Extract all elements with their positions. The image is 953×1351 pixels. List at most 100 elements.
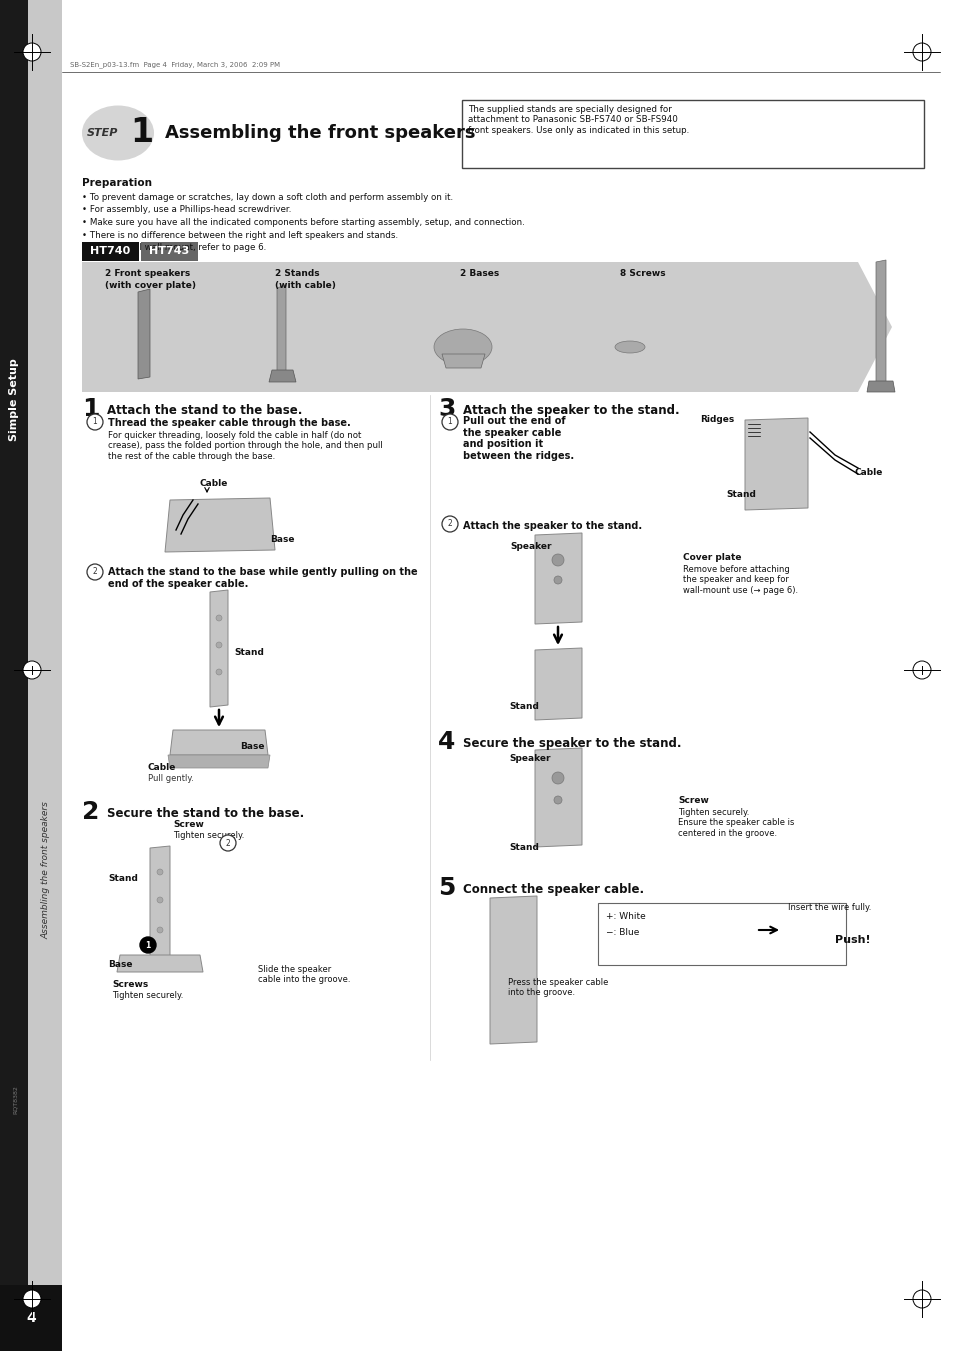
Text: Secure the stand to the base.: Secure the stand to the base. bbox=[107, 807, 304, 820]
Text: 5: 5 bbox=[437, 875, 455, 900]
Text: Pull gently.: Pull gently. bbox=[148, 774, 193, 784]
Polygon shape bbox=[875, 259, 885, 386]
Circle shape bbox=[554, 796, 561, 804]
Text: Insert the wire fully.: Insert the wire fully. bbox=[787, 902, 870, 912]
Polygon shape bbox=[269, 370, 295, 382]
Text: Remove before attaching
the speaker and keep for
wall-mount use (→ page 6).: Remove before attaching the speaker and … bbox=[682, 565, 798, 594]
Text: Connect the speaker cable.: Connect the speaker cable. bbox=[462, 884, 643, 896]
Text: Base: Base bbox=[108, 961, 132, 969]
Text: STEP: STEP bbox=[87, 128, 118, 138]
Text: +: White: +: White bbox=[605, 912, 645, 921]
Text: HT743: HT743 bbox=[149, 246, 189, 255]
Text: Cable: Cable bbox=[854, 467, 882, 477]
Text: Stand: Stand bbox=[509, 843, 538, 852]
Polygon shape bbox=[170, 730, 268, 755]
Polygon shape bbox=[138, 289, 150, 380]
Polygon shape bbox=[535, 748, 581, 847]
Text: Stand: Stand bbox=[108, 874, 138, 884]
Text: (with cover plate): (with cover plate) bbox=[105, 281, 195, 290]
Text: • For assembly, use a Phillips-head screwdriver.: • For assembly, use a Phillips-head scre… bbox=[82, 205, 291, 215]
Ellipse shape bbox=[615, 340, 644, 353]
Circle shape bbox=[215, 642, 222, 648]
Text: Base: Base bbox=[240, 742, 264, 751]
Circle shape bbox=[23, 1290, 41, 1308]
Text: Slide the speaker
cable into the groove.: Slide the speaker cable into the groove. bbox=[257, 965, 350, 985]
Text: Thread the speaker cable through the base.: Thread the speaker cable through the bas… bbox=[108, 417, 351, 428]
Text: • For optional wall mount, refer to page 6.: • For optional wall mount, refer to page… bbox=[82, 243, 266, 253]
Circle shape bbox=[912, 661, 930, 680]
FancyBboxPatch shape bbox=[0, 1285, 62, 1351]
Text: 2: 2 bbox=[92, 567, 97, 577]
Text: Tighten securely.: Tighten securely. bbox=[112, 992, 183, 1000]
Text: 4: 4 bbox=[26, 1310, 36, 1325]
Text: Pull out the end of
the speaker cable
and position it
between the ridges.: Pull out the end of the speaker cable an… bbox=[462, 416, 574, 461]
Text: Cable: Cable bbox=[148, 763, 176, 771]
Text: 1: 1 bbox=[447, 417, 452, 427]
Circle shape bbox=[552, 771, 563, 784]
Text: RQT8382: RQT8382 bbox=[12, 1086, 17, 1115]
FancyBboxPatch shape bbox=[141, 242, 198, 261]
FancyBboxPatch shape bbox=[28, 0, 62, 1351]
Ellipse shape bbox=[82, 105, 153, 161]
Text: • To prevent damage or scratches, lay down a soft cloth and perform assembly on : • To prevent damage or scratches, lay do… bbox=[82, 193, 453, 203]
Text: Attach the speaker to the stand.: Attach the speaker to the stand. bbox=[462, 521, 641, 531]
Polygon shape bbox=[744, 417, 807, 509]
Text: Cover plate: Cover plate bbox=[682, 553, 740, 562]
Text: Assembling the front speakers: Assembling the front speakers bbox=[42, 801, 51, 939]
Text: For quicker threading, loosely fold the cable in half (do not
crease), pass the : For quicker threading, loosely fold the … bbox=[108, 431, 382, 461]
Circle shape bbox=[441, 516, 457, 532]
Text: The supplied stands are specially designed for
attachment to Panasonic SB-FS740 : The supplied stands are specially design… bbox=[468, 105, 688, 135]
Polygon shape bbox=[82, 262, 891, 392]
Circle shape bbox=[552, 554, 563, 566]
Text: 4: 4 bbox=[437, 730, 455, 754]
Circle shape bbox=[912, 1290, 930, 1308]
Text: Assembling the front speakers: Assembling the front speakers bbox=[165, 124, 475, 142]
FancyBboxPatch shape bbox=[82, 242, 139, 261]
Circle shape bbox=[87, 413, 103, 430]
Circle shape bbox=[87, 563, 103, 580]
Polygon shape bbox=[150, 846, 170, 959]
Text: 2: 2 bbox=[226, 839, 230, 847]
Text: 2 Front speakers: 2 Front speakers bbox=[105, 269, 190, 278]
Text: Attach the stand to the base while gently pulling on the
end of the speaker cabl: Attach the stand to the base while gentl… bbox=[108, 567, 417, 589]
Polygon shape bbox=[168, 755, 270, 767]
Text: 2: 2 bbox=[447, 520, 452, 528]
Text: SB-S2En_p03-13.fm  Page 4  Friday, March 3, 2006  2:09 PM: SB-S2En_p03-13.fm Page 4 Friday, March 3… bbox=[70, 62, 280, 69]
Text: Stand: Stand bbox=[233, 648, 264, 657]
Text: 8 Screws: 8 Screws bbox=[619, 269, 665, 278]
Text: (with cable): (with cable) bbox=[274, 281, 335, 290]
Text: Press the speaker cable
into the groove.: Press the speaker cable into the groove. bbox=[507, 978, 608, 997]
Ellipse shape bbox=[434, 330, 492, 365]
Circle shape bbox=[157, 897, 163, 902]
Polygon shape bbox=[117, 955, 203, 971]
Circle shape bbox=[23, 43, 41, 61]
Text: Speaker: Speaker bbox=[509, 754, 550, 763]
Text: Screw: Screw bbox=[172, 820, 204, 830]
Text: • There is no difference between the right and left speakers and stands.: • There is no difference between the rig… bbox=[82, 231, 397, 239]
Text: 2 Bases: 2 Bases bbox=[459, 269, 498, 278]
Text: Screws: Screws bbox=[112, 979, 148, 989]
Text: −: Blue: −: Blue bbox=[605, 928, 639, 938]
Text: 1: 1 bbox=[92, 417, 97, 427]
Text: Ridges: Ridges bbox=[700, 415, 734, 424]
FancyBboxPatch shape bbox=[461, 100, 923, 168]
Text: Cable: Cable bbox=[200, 480, 228, 488]
Text: Attach the speaker to the stand.: Attach the speaker to the stand. bbox=[462, 404, 679, 417]
Text: 1: 1 bbox=[130, 116, 153, 150]
Text: Base: Base bbox=[270, 535, 294, 544]
Circle shape bbox=[215, 669, 222, 676]
Text: Stand: Stand bbox=[725, 490, 755, 499]
Text: Attach the stand to the base.: Attach the stand to the base. bbox=[107, 404, 302, 417]
Text: Screw: Screw bbox=[678, 796, 708, 805]
Text: Tighten securely.: Tighten securely. bbox=[172, 831, 244, 840]
Polygon shape bbox=[535, 648, 581, 720]
Circle shape bbox=[912, 43, 930, 61]
Polygon shape bbox=[866, 381, 894, 392]
Polygon shape bbox=[276, 285, 286, 374]
Circle shape bbox=[554, 576, 561, 584]
Circle shape bbox=[23, 661, 41, 680]
Circle shape bbox=[220, 835, 235, 851]
Text: • Make sure you have all the indicated components before starting assembly, setu: • Make sure you have all the indicated c… bbox=[82, 218, 524, 227]
Text: Simple Setup: Simple Setup bbox=[9, 358, 19, 442]
Polygon shape bbox=[165, 499, 274, 553]
